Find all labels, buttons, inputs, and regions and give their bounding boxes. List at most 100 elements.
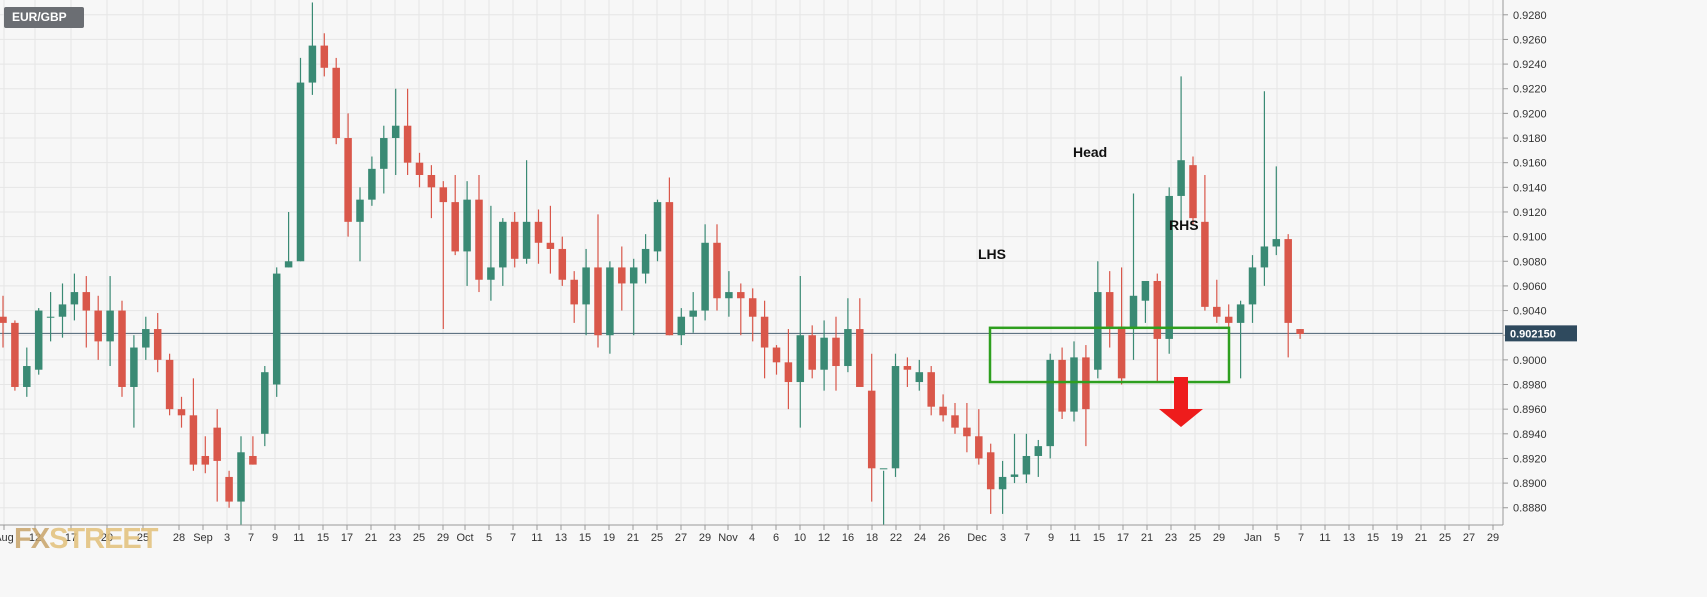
y-tick-label: 0.9080: [1513, 256, 1547, 268]
candle-body: [796, 335, 805, 383]
x-tick-label: 13: [1343, 532, 1355, 544]
candle-body: [189, 415, 198, 465]
candle: [867, 353, 876, 502]
candle-body: [177, 409, 186, 416]
candle-body: [832, 337, 840, 367]
candle-body: [1046, 359, 1054, 447]
candle: [213, 409, 221, 502]
candle: [963, 402, 971, 453]
candle: [23, 347, 31, 397]
candle-body: [439, 187, 448, 203]
candles: [0, 2, 1304, 525]
candle: [1046, 353, 1054, 459]
x-tick-label: 29: [699, 532, 711, 544]
candle-body: [820, 337, 828, 370]
candle: [713, 224, 721, 311]
x-tick-label: 19: [603, 532, 615, 544]
candle: [1189, 156, 1197, 225]
candle: [1177, 76, 1185, 225]
x-tick-label: 11: [531, 532, 542, 544]
candle-body: [641, 248, 650, 274]
x-tick-label: 25: [1189, 532, 1201, 544]
y-tick-label: 0.8940: [1513, 429, 1547, 441]
candle: [1010, 433, 1019, 484]
candle: [772, 345, 781, 375]
candle-body: [11, 322, 19, 387]
x-tick-label: 25: [413, 532, 425, 544]
candle: [1260, 91, 1269, 286]
candle-body: [213, 427, 221, 461]
x-tick-label: 11: [1319, 532, 1330, 544]
candle-body: [915, 372, 924, 383]
candle-body: [522, 221, 531, 259]
candle: [832, 316, 840, 391]
candle-body: [808, 335, 816, 370]
candle: [118, 300, 126, 397]
candle: [356, 187, 364, 262]
candle: [641, 234, 650, 284]
x-tick-label: 25: [137, 532, 149, 544]
candle-body: [653, 202, 662, 252]
candle-body: [1165, 195, 1173, 339]
x-tick-label: Jan: [1244, 532, 1262, 544]
candle-body: [82, 292, 91, 311]
candle: [653, 199, 662, 262]
candle-body: [760, 316, 769, 348]
candle-body: [153, 329, 162, 360]
x-tick-label: 10: [794, 532, 806, 544]
candle-body: [1034, 446, 1043, 456]
y-tick-label: 0.9260: [1513, 34, 1547, 46]
candle: [856, 298, 864, 387]
candle-body: [629, 267, 638, 284]
candle: [82, 276, 91, 348]
x-tick-label: 6: [773, 532, 779, 544]
x-tick-label: Dec: [967, 532, 987, 544]
pattern-overlay: LHS Head RHS: [978, 144, 1231, 427]
candle-body: [225, 476, 233, 502]
x-tick-label: 16: [842, 532, 854, 544]
candle-body: [332, 67, 340, 139]
candle-body: [46, 316, 55, 318]
candle: [308, 2, 317, 95]
candle: [58, 283, 67, 338]
candle-body: [1284, 239, 1292, 323]
candle-body: [737, 292, 745, 299]
candle: [951, 402, 959, 434]
y-tick-label: 0.9180: [1513, 133, 1547, 145]
candle: [606, 261, 614, 354]
candle-body: [1141, 280, 1150, 301]
candle-body: [725, 292, 733, 299]
x-tick-label: 5: [486, 532, 492, 544]
candle: [380, 125, 388, 194]
x-tick-label: 19: [1391, 532, 1403, 544]
candle-body: [118, 310, 126, 387]
x-tick-label: 21: [1141, 532, 1153, 544]
candle-body: [570, 279, 578, 305]
x-tick-label: 12: [818, 532, 830, 544]
candle: [439, 181, 448, 330]
candle-body: [499, 221, 507, 268]
current-price-badge: [1505, 325, 1577, 342]
candle: [975, 409, 983, 465]
x-tick-label: 11: [1069, 532, 1080, 544]
candle: [915, 359, 924, 391]
x-tick-label: 22: [890, 532, 902, 544]
candle-body: [1189, 165, 1197, 219]
candle: [296, 57, 305, 262]
label-head: Head: [1073, 144, 1107, 160]
candle-body: [391, 125, 400, 139]
x-tick-label: 3: [1000, 532, 1006, 544]
x-tick-label: 11: [293, 532, 304, 544]
candle-body: [415, 162, 424, 175]
candle: [618, 246, 626, 311]
x-tick-label: 25: [1439, 532, 1451, 544]
candle-body: [427, 175, 436, 188]
candle-body: [748, 298, 757, 317]
candle-body: [1260, 246, 1269, 268]
candle: [1236, 300, 1245, 379]
candle: [986, 443, 995, 514]
x-tick-label: Oct: [456, 532, 473, 544]
candle: [748, 288, 757, 342]
